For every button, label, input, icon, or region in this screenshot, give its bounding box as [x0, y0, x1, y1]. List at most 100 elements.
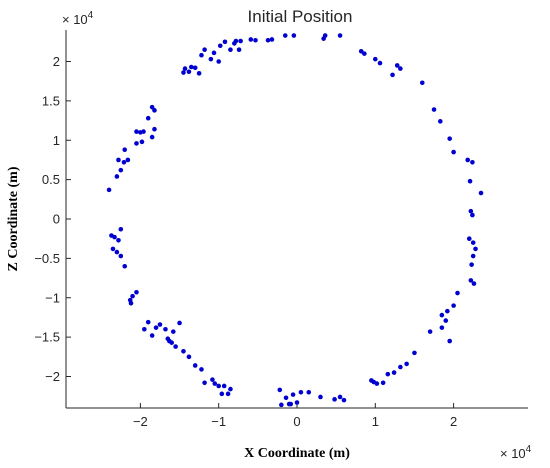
- data-point: [466, 236, 472, 241]
- data-point: [431, 107, 437, 112]
- y-tick-label: 0.5: [42, 172, 60, 187]
- data-point: [337, 394, 343, 400]
- data-point: [106, 187, 112, 193]
- data-point: [219, 391, 225, 397]
- data-point: [288, 401, 294, 407]
- data-point: [265, 37, 271, 43]
- data-point: [192, 363, 198, 368]
- x-multiplier-base: × 10: [500, 446, 526, 461]
- data-point: [139, 139, 145, 145]
- data-point: [177, 320, 182, 326]
- data-point: [128, 300, 134, 306]
- data-point: [398, 364, 403, 370]
- y-multiplier-exponent: 4: [88, 10, 94, 21]
- data-point: [188, 64, 194, 70]
- y-axis-label: Z Coordinate (m): [6, 166, 21, 271]
- data-point: [118, 167, 124, 173]
- data-point: [455, 290, 460, 296]
- plot-area-background: [66, 30, 528, 408]
- data-point: [157, 322, 163, 327]
- data-point: [202, 47, 207, 52]
- data-point: [153, 325, 159, 330]
- data-point: [467, 178, 473, 184]
- data-point: [149, 104, 155, 110]
- data-point: [208, 56, 214, 62]
- data-point: [294, 400, 300, 405]
- data-point: [121, 160, 127, 165]
- data-point: [196, 71, 202, 76]
- data-point: [439, 312, 445, 318]
- data-point: [142, 326, 147, 332]
- data-point: [306, 389, 312, 395]
- data-point: [465, 157, 471, 163]
- data-point: [473, 246, 478, 252]
- data-point: [186, 69, 192, 75]
- data-point: [427, 329, 433, 334]
- data-point: [236, 47, 242, 52]
- x-tick-label: 0: [293, 414, 300, 429]
- x-tick-label: −1: [211, 414, 226, 429]
- data-point: [469, 262, 474, 267]
- data-point: [451, 149, 456, 155]
- y-tick-label: −0.5: [34, 251, 60, 266]
- data-point: [114, 249, 120, 255]
- data-point: [478, 190, 484, 196]
- data-point: [471, 281, 477, 286]
- data-point: [212, 381, 218, 386]
- data-point: [238, 38, 243, 44]
- data-point: [385, 371, 391, 377]
- data-point: [228, 386, 233, 392]
- data-point: [337, 33, 343, 38]
- data-point: [134, 289, 139, 295]
- y-axis-multiplier: × 104: [62, 10, 94, 27]
- data-point: [145, 319, 151, 325]
- x-multiplier-exponent: 4: [526, 444, 532, 455]
- data-point: [318, 394, 323, 400]
- data-point: [221, 383, 227, 389]
- data-point: [116, 157, 121, 163]
- data-point: [373, 56, 378, 62]
- data-point: [412, 350, 417, 356]
- data-point: [468, 208, 474, 214]
- data-point: [391, 370, 397, 375]
- y-multiplier-base: × 10: [62, 12, 88, 27]
- data-point: [445, 308, 450, 314]
- data-point: [419, 80, 425, 86]
- data-point: [277, 387, 283, 393]
- data-point: [380, 380, 386, 386]
- data-points: [106, 33, 484, 408]
- data-point: [341, 397, 347, 403]
- data-point: [447, 136, 452, 141]
- data-point: [291, 33, 297, 38]
- data-point: [322, 33, 328, 38]
- data-point: [451, 303, 456, 308]
- data-point: [112, 234, 117, 240]
- data-point: [362, 51, 367, 56]
- data-point: [199, 52, 204, 58]
- data-point: [404, 361, 409, 367]
- data-point: [279, 402, 284, 408]
- data-point: [141, 129, 146, 134]
- x-tick-label: −2: [133, 414, 148, 429]
- data-point: [186, 354, 192, 360]
- y-tick-label: −1: [45, 290, 60, 305]
- x-tick-label: 1: [372, 414, 379, 429]
- data-point: [130, 293, 135, 299]
- data-point: [181, 349, 186, 354]
- data-point: [253, 37, 258, 43]
- data-point: [211, 50, 217, 56]
- data-point: [149, 333, 155, 338]
- data-point: [282, 33, 288, 38]
- data-point: [228, 47, 233, 52]
- data-point: [202, 380, 207, 386]
- data-point: [125, 157, 131, 163]
- data-point: [181, 70, 186, 75]
- y-tick-label: 2: [53, 54, 60, 69]
- x-axis-label: X Coordinate (m): [244, 446, 350, 461]
- data-point: [394, 63, 400, 68]
- data-point: [222, 39, 228, 45]
- data-point: [210, 377, 215, 382]
- data-point: [149, 134, 155, 140]
- data-point: [290, 392, 296, 397]
- axis-ticks: −2 −1 0 1 2 −2 −1.5 −1 −0.5 0 0.5 1 1.5 2: [34, 54, 457, 429]
